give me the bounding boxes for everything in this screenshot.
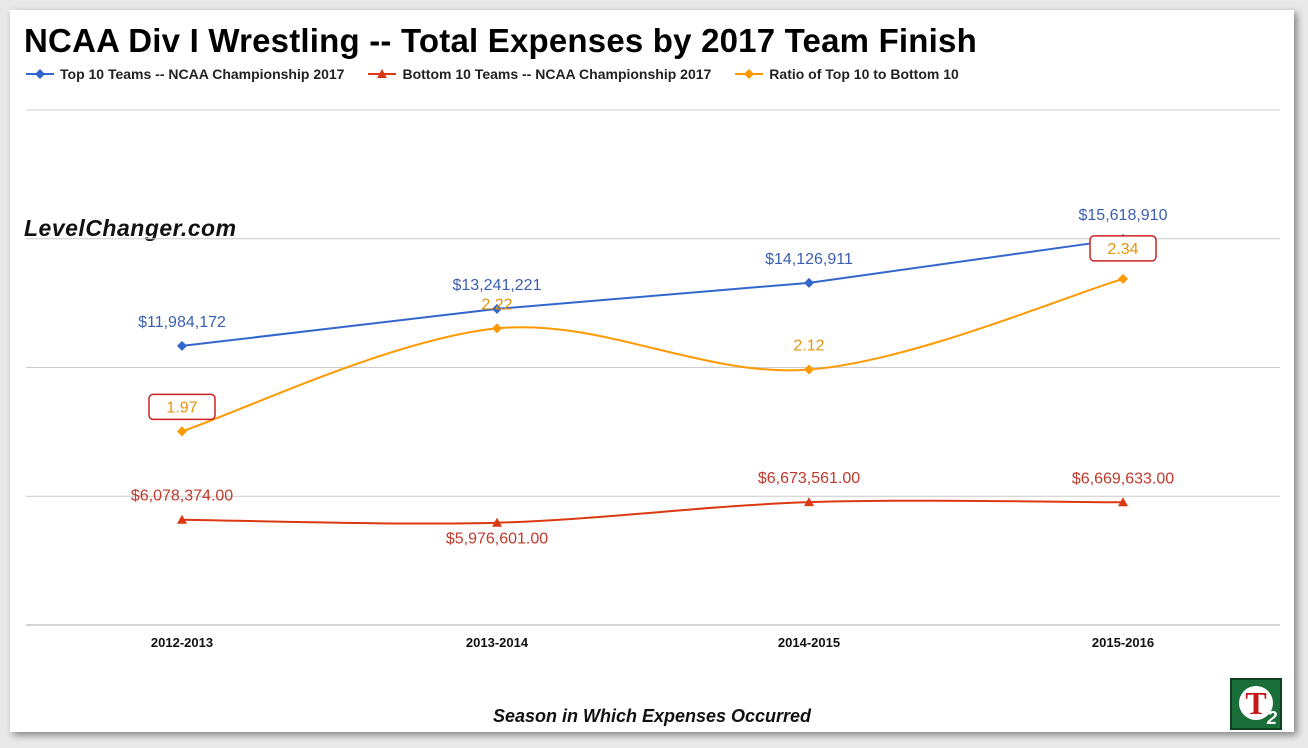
chart-frame: NCAA Div I Wrestling -- Total Expenses b… xyxy=(10,10,1294,732)
watermark-text: LevelChanger.com xyxy=(24,215,237,241)
data-label-ratio: 2.22 xyxy=(481,296,512,313)
series-line-top10 xyxy=(181,237,1124,347)
data-point-bottom10 xyxy=(804,497,814,507)
data-point-top10 xyxy=(492,303,502,314)
data-point-top10 xyxy=(804,277,814,288)
data-label-bottom10: $6,078,374.00 xyxy=(131,488,233,505)
x-axis-title: Season in Which Expenses Occurred xyxy=(492,706,812,726)
data-label-bottom10: $5,976,601.00 xyxy=(446,531,548,548)
legend-swatch-bottom10 xyxy=(368,69,397,78)
data-label-top10: $15,618,910 xyxy=(1079,207,1168,224)
data-point-ratio xyxy=(1118,273,1128,284)
data-label-top10: $11,984,172 xyxy=(138,314,226,331)
data-label-bottom10: $6,673,561.00 xyxy=(758,470,860,487)
data-point-bottom10 xyxy=(177,514,187,524)
x-tick-label: 2015-2016 xyxy=(1092,635,1154,650)
legend-label-ratio: Ratio of Top 10 to Bottom 10 xyxy=(769,66,959,82)
data-label-bottom10: $6,669,633.00 xyxy=(1072,470,1174,487)
logo-subscript: 2 xyxy=(1266,708,1277,728)
data-label-ratio: 2.12 xyxy=(793,338,824,355)
logo-letter: T xyxy=(1245,685,1267,721)
legend-item-top10[interactable]: Top 10 Teams -- NCAA Championship 2017 xyxy=(26,66,344,82)
data-point-ratio xyxy=(804,364,814,375)
data-point-top10 xyxy=(177,340,187,351)
data-label-ratio: 1.97 xyxy=(166,399,197,416)
logo-circle xyxy=(1239,686,1273,720)
data-point-bottom10 xyxy=(492,517,502,527)
highlight-box-ratio xyxy=(148,393,216,421)
legend-label-top10: Top 10 Teams -- NCAA Championship 2017 xyxy=(60,66,345,82)
x-tick-label: 2013-2014 xyxy=(466,635,529,650)
x-tick-label: 2012-2013 xyxy=(151,635,213,650)
chart-plot: 2012-2013 2013-2014 2014-2015 2015-2016 $11,… xyxy=(26,109,1280,650)
data-point-ratio xyxy=(177,426,187,437)
data-point-ratio xyxy=(492,323,502,334)
data-label-top10: $13,241,221 xyxy=(453,277,542,294)
legend-item-ratio[interactable]: Ratio of Top 10 to Bottom 10 xyxy=(735,66,959,82)
legend-swatch-ratio xyxy=(735,69,764,79)
data-point-bottom10 xyxy=(1118,497,1128,507)
legend-swatch-top10 xyxy=(26,69,54,79)
legend-item-bottom10[interactable]: Bottom 10 Teams -- NCAA Championship 201… xyxy=(368,66,711,82)
highlight-box-ratio xyxy=(1089,235,1157,262)
series-line-bottom10 xyxy=(181,499,1124,525)
data-label-ratio: 2.34 xyxy=(1107,241,1138,258)
legend-label-bottom10: Bottom 10 Teams -- NCAA Championship 201… xyxy=(402,66,712,82)
chart-title: NCAA Div I Wrestling -- Total Expenses b… xyxy=(24,22,977,59)
brand-logo: T 2 xyxy=(1230,678,1282,730)
series-line-ratio xyxy=(181,277,1124,433)
legend: Top 10 Teams -- NCAA Championship 2017 B… xyxy=(26,66,959,82)
data-label-top10: $14,126,911 xyxy=(765,251,853,268)
x-tick-label: 2014-2015 xyxy=(778,635,840,650)
